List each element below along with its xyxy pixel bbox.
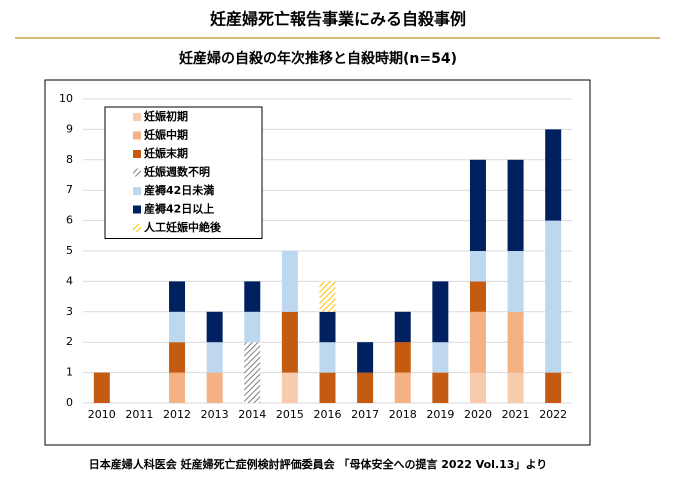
x-tick-label: 2020 <box>464 408 492 421</box>
x-tick-label: 2013 <box>201 408 229 421</box>
legend-swatch <box>133 205 141 214</box>
source-note: 日本産婦人科医会 妊産婦死亡症例検討評価委員会 「母体安全への提言 2022 V… <box>89 457 547 471</box>
x-tick-label: 2014 <box>238 408 266 421</box>
y-tick-label: 0 <box>66 396 73 409</box>
chart-title: 妊産婦死亡報告事業にみる自殺事例 <box>210 10 466 29</box>
bar-segment <box>319 372 336 403</box>
legend-label: 人工妊娠中絶後 <box>144 220 222 234</box>
bar-segment <box>469 372 486 403</box>
bar-segment <box>432 281 449 343</box>
legend-label: 妊娠初期 <box>144 109 188 123</box>
y-tick-label: 4 <box>66 274 73 287</box>
bar-segment <box>507 159 524 251</box>
x-tick-label: 2018 <box>389 408 417 421</box>
bar-segment <box>206 342 223 373</box>
bar-segment <box>545 372 562 403</box>
y-tick-label: 6 <box>66 214 73 227</box>
bar-segment <box>281 311 298 373</box>
legend-swatch <box>133 187 141 195</box>
y-tick-label: 5 <box>66 244 73 257</box>
x-tick-label: 2021 <box>502 408 530 421</box>
bar-segment <box>545 129 562 221</box>
x-tick-label: 2011 <box>125 408 153 421</box>
bar-segment <box>169 342 186 373</box>
legend-label: 産褥42日未満 <box>144 183 214 197</box>
bar-segment <box>545 220 562 373</box>
y-tick-label: 1 <box>66 366 73 379</box>
bar-segment <box>244 342 261 403</box>
x-tick-label: 2022 <box>539 408 567 421</box>
legend-swatch <box>133 131 141 140</box>
bar-segment <box>469 311 486 373</box>
bar-segment <box>206 311 223 343</box>
x-tick-label: 2017 <box>351 408 379 421</box>
bar-segment <box>394 372 411 403</box>
legend-swatch <box>133 168 141 177</box>
bar-segment <box>394 311 411 343</box>
bar-segment <box>394 342 411 373</box>
bar-segment <box>169 372 186 403</box>
bar-segment <box>469 159 486 251</box>
y-tick-label: 9 <box>66 122 73 135</box>
bar-segment <box>357 372 374 403</box>
y-tick-label: 2 <box>66 335 73 348</box>
y-tick-label: 7 <box>66 183 73 196</box>
x-tick-label: 2019 <box>426 408 454 421</box>
bar-segment <box>281 372 298 403</box>
legend-swatch <box>133 224 141 232</box>
bar-segment <box>93 372 110 403</box>
bar-segment <box>469 251 486 282</box>
bar-segment <box>432 342 449 373</box>
chart-subtitle: 妊産婦の自殺の年次推移と自殺時期(n=54) <box>179 50 457 67</box>
y-tick-label: 3 <box>66 305 73 318</box>
legend-label: 妊娠末期 <box>144 146 188 160</box>
bar-segment <box>357 342 374 373</box>
bar-segment <box>507 372 524 403</box>
bar-segment <box>319 342 336 373</box>
legend-swatch <box>133 150 141 158</box>
legend-label: 産褥42日以上 <box>144 202 214 216</box>
bar-segment <box>206 372 223 403</box>
bar-segment <box>507 251 524 312</box>
bar-segment <box>319 311 336 343</box>
legend-swatch <box>133 113 141 121</box>
bar-segment <box>432 372 449 403</box>
legend-label: 妊娠週数不明 <box>144 165 210 179</box>
x-tick-label: 2010 <box>88 408 116 421</box>
y-tick-label: 10 <box>59 92 73 105</box>
x-tick-label: 2015 <box>276 408 304 421</box>
bar-segment <box>169 311 186 343</box>
chart-frame <box>44 79 591 446</box>
bar-segment <box>281 251 298 312</box>
bar-segment <box>319 281 336 312</box>
legend-box <box>104 106 263 239</box>
bar-segment <box>469 281 486 312</box>
bar-segment <box>169 281 186 312</box>
y-tick-label: 8 <box>66 153 73 166</box>
x-tick-label: 2016 <box>314 408 342 421</box>
x-tick-label: 2012 <box>163 408 191 421</box>
legend-label: 妊娠中期 <box>144 128 188 142</box>
bar-segment <box>244 311 261 343</box>
bar-segment <box>507 311 524 373</box>
bar-segment <box>244 281 261 312</box>
